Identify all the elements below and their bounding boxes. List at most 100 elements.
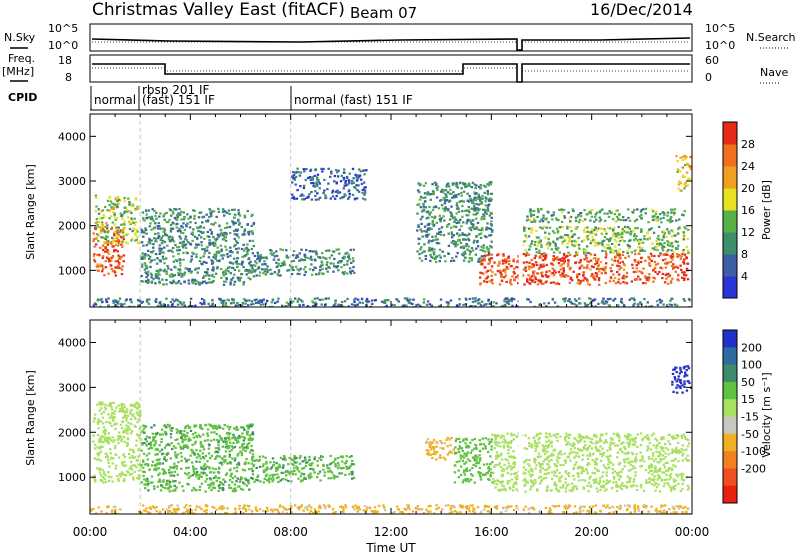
data-cell-0-3	[280, 265, 282, 267]
data-cell-1-1	[224, 455, 226, 457]
data-cell-0-6	[610, 267, 612, 269]
data-cell-0-2	[164, 234, 166, 236]
data-cell-0-10	[334, 300, 336, 302]
data-cell-0-2	[213, 276, 215, 278]
data-cell-0-3	[335, 266, 337, 268]
data-cell-0-8	[561, 208, 563, 210]
data-cell-1-1	[224, 481, 226, 483]
data-cell-0-2	[203, 261, 205, 263]
data-cell-0-1	[113, 204, 115, 206]
data-cell-0-8	[561, 221, 563, 223]
data-cell-0-6	[683, 271, 685, 273]
data-cell-1-1	[194, 489, 196, 491]
data-cell-1-4	[455, 440, 457, 442]
data-cell-0-2	[210, 213, 212, 215]
data-cell-0-5	[479, 200, 481, 202]
data-cell-0-6	[667, 273, 669, 275]
data-cell-0-1	[134, 218, 136, 220]
data-cell-0-2	[159, 282, 161, 284]
data-cell-0-4	[310, 191, 312, 193]
data-cell-0-6	[648, 278, 650, 280]
data-cell-0-2	[233, 245, 235, 247]
data-cell-1-0	[94, 447, 96, 449]
data-cell-0-2	[211, 260, 213, 262]
data-cell-0-8	[618, 214, 620, 216]
data-cell-0-6	[617, 281, 619, 283]
data-cell-0-5	[424, 200, 426, 202]
data-cell-0-5	[416, 213, 418, 215]
data-cell-0-2	[238, 212, 240, 214]
data-cell-0-7	[534, 244, 536, 246]
data-cell-1-1	[161, 438, 163, 440]
data-cell-0-10	[412, 299, 414, 301]
data-cell-1-1	[187, 425, 189, 427]
data-cell-0-2	[159, 213, 161, 215]
data-cell-1-2	[320, 459, 322, 461]
data-cell-1-1	[196, 473, 198, 475]
data-cell-0-2	[159, 250, 161, 252]
data-cell-1-4	[486, 463, 488, 465]
data-cell-1-1	[232, 477, 234, 479]
data-cell-0-9	[679, 157, 681, 159]
data-cell-1-3	[428, 442, 430, 444]
data-cell-0-6	[480, 272, 482, 274]
data-cell-0-6	[580, 259, 582, 261]
data-cell-0-1	[105, 238, 107, 240]
data-cell-1-0	[108, 421, 110, 423]
data-cell-0-2	[234, 214, 236, 216]
data-cell-1-3	[425, 442, 427, 444]
data-cell-1-1	[251, 439, 253, 441]
data-cell-0-2	[162, 235, 164, 237]
data-cell-0-2	[140, 229, 142, 231]
data-cell-1-1	[154, 449, 156, 451]
data-cell-1-1	[158, 463, 160, 465]
data-cell-0-1	[95, 222, 97, 224]
data-cell-0-10	[472, 301, 474, 303]
data-cell-1-4	[463, 457, 465, 459]
data-cell-0-6	[601, 268, 603, 270]
data-cell-1-1	[231, 481, 233, 483]
data-cell-0-3	[304, 254, 306, 256]
data-cell-1-1	[248, 468, 250, 470]
data-cell-0-5	[482, 247, 484, 249]
data-cell-0-3	[293, 260, 295, 262]
data-cell-0-4	[314, 190, 316, 192]
data-cell-0-2	[143, 219, 145, 221]
data-cell-0-6	[585, 257, 587, 259]
data-cell-0-5	[431, 250, 433, 252]
data-cell-0-10	[319, 299, 321, 301]
data-cell-0-6	[545, 281, 547, 283]
data-cell-0-10	[629, 299, 631, 301]
data-cell-1-1	[207, 428, 209, 430]
data-cell-0-5	[487, 190, 489, 192]
data-cell-0-2	[210, 215, 212, 217]
data-cell-0-2	[218, 260, 220, 262]
data-cell-0-6	[615, 255, 617, 257]
data-cell-0-6	[652, 269, 654, 271]
data-cell-0-10	[155, 301, 157, 303]
data-cell-0-8	[527, 219, 529, 221]
data-cell-1-4	[459, 455, 461, 457]
data-cell-1-0	[110, 415, 112, 417]
data-cell-0-2	[241, 256, 243, 258]
data-cell-1-1	[206, 460, 208, 462]
data-cell-0-5	[462, 252, 464, 254]
data-cell-1-1	[233, 467, 235, 469]
data-cell-1-4	[483, 443, 485, 445]
data-cell-0-7	[634, 227, 636, 229]
data-cell-1-0	[123, 478, 125, 480]
data-cell-0-3	[309, 268, 311, 270]
data-cell-0-5	[451, 214, 453, 216]
data-cell-0-8	[675, 219, 677, 221]
data-cell-1-1	[164, 487, 166, 489]
data-cell-1-2	[346, 460, 348, 462]
data-cell-0-5	[439, 249, 441, 251]
velocity-panel	[90, 320, 694, 515]
data-cell-0-5	[449, 189, 451, 191]
data-cell-1-1	[171, 442, 173, 444]
data-cell-0-5	[428, 247, 430, 249]
data-cell-1-1	[213, 472, 215, 474]
data-cell-1-1	[238, 435, 240, 437]
data-cell-0-5	[448, 185, 450, 187]
noise-panel	[90, 24, 692, 51]
